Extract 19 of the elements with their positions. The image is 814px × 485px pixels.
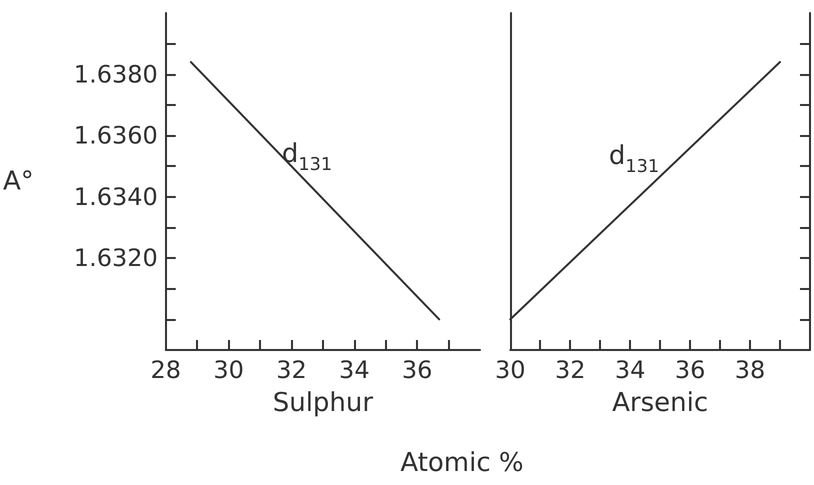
x-tick-label: 34 [614,356,646,384]
x-tick-label: 36 [674,356,706,384]
x-axis-title: Arsenic [612,388,708,418]
x-tick-label: 30 [494,356,526,384]
x-tick-label: 30 [213,356,244,384]
x-tick-label: 32 [276,356,307,384]
x-tick-label: 36 [402,356,432,384]
y-tick-label: 1.6340 [74,182,158,211]
x-tick-label: 28 [150,356,182,384]
x-tick-label: 38 [734,356,766,384]
text: Atomic % [400,448,524,478]
y-tick-label: 1.6360 [74,122,158,150]
y-tick-label: 1.6380 [74,60,158,88]
x-tick-label: 32 [554,356,586,384]
x-tick-label: 34 [339,356,370,384]
x-axis-title: Sulphur [272,388,374,418]
y-tick-label: 1.6320 [74,244,158,272]
y-axis-title: A° [2,166,34,196]
annotation: d$_{131}$ [608,141,660,178]
